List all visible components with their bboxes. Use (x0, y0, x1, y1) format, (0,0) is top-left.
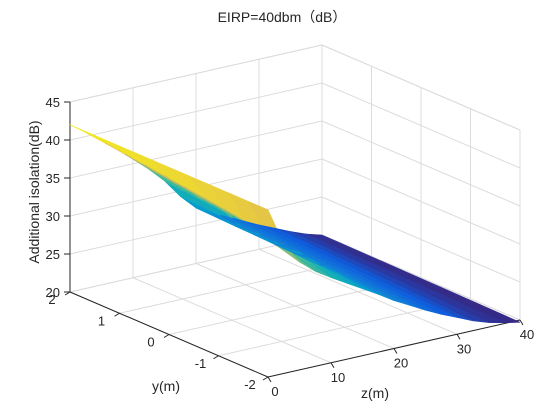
y-axis-tick-label: -1 (195, 356, 207, 371)
y-axis-tick-label: 0 (147, 335, 154, 350)
surface-patch (109, 141, 146, 165)
value-axis-tick-label: 45 (46, 95, 60, 110)
value-axis-tick-label: 35 (46, 171, 60, 186)
value-axis-tick-label: 25 (46, 247, 60, 262)
y-axis-tick (114, 312, 120, 317)
y-axis-tick-label: 1 (98, 313, 105, 328)
box-edge (321, 44, 521, 131)
value-axis-label: Additional isolation(dB) (26, 120, 42, 263)
z-axis-tick-label: 30 (457, 341, 471, 356)
value-axis-tick-label: 20 (46, 285, 60, 300)
box-edge (69, 44, 323, 103)
z-axis-tick (393, 348, 398, 354)
z-axis-tick-label: 40 (520, 327, 534, 342)
y-axis-tick (213, 355, 219, 360)
chart-title: EIRP=40dbm（dB） (218, 9, 347, 25)
z-axis-tick (267, 376, 272, 383)
side-wall-gridline (321, 120, 521, 207)
z-axis-label: z(m) (361, 385, 389, 401)
z-axis-tick (330, 362, 335, 369)
z-axis-tick (456, 333, 461, 340)
value-axis-tick-label: 30 (46, 209, 60, 224)
z-axis-tick-label: 0 (271, 384, 278, 399)
side-wall-gridline (321, 82, 521, 169)
y-axis-tick-label: -2 (244, 377, 256, 392)
z-axis-tick (519, 319, 524, 326)
z-axis-tick-label: 10 (331, 370, 345, 385)
y-axis-tick (262, 376, 269, 381)
surface-patch (69, 124, 106, 144)
grid-layer (69, 44, 521, 378)
back-wall-gridline (69, 196, 323, 255)
surface-layer (69, 124, 521, 324)
side-wall-gridline (321, 234, 521, 321)
side-wall-gridline (321, 158, 521, 245)
y-axis-label: y(m) (152, 378, 180, 394)
side-wall-gridline (321, 196, 521, 283)
z-axis-tick-label: 20 (394, 356, 408, 371)
value-axis-tick-label: 40 (46, 133, 60, 148)
back-wall-gridline (69, 82, 323, 141)
y-axis-tick-label: 2 (48, 292, 55, 307)
back-wall-gridline (69, 120, 323, 179)
y-axis-tick (163, 334, 170, 338)
